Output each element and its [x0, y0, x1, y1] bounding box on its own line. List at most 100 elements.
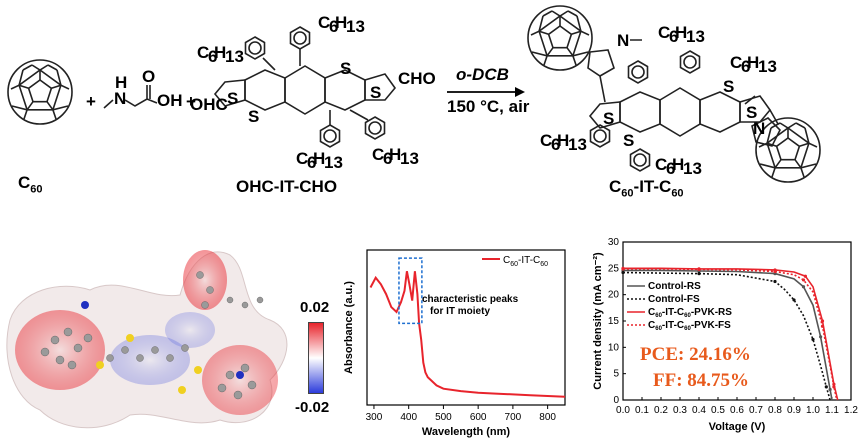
svg-text:13: 13	[346, 17, 365, 36]
jv-x-tick-label: 0.4	[692, 405, 706, 416]
jv-y-axis-label: Current density (mA cm⁻²)	[592, 252, 604, 390]
reaction-arrow-head	[515, 87, 525, 97]
jv-x-tick-label: 0.3	[673, 405, 687, 416]
jv-legend-label: Control-FS	[648, 294, 700, 305]
svg-text:13: 13	[400, 149, 419, 168]
jv-series-point-1	[697, 272, 701, 276]
svg-text:N: N	[114, 89, 126, 108]
svg-text:C: C	[372, 145, 384, 164]
abs-x-tick-label: 300	[366, 412, 383, 423]
svg-text:13: 13	[683, 159, 702, 178]
svg-text:S: S	[248, 107, 259, 126]
jv-series-point-1	[811, 337, 815, 342]
jv-x-tick-label: 0.1	[635, 405, 649, 416]
label-c60: C60	[18, 173, 43, 196]
svg-text:N: N	[753, 119, 765, 138]
jv-series-point-2	[803, 274, 807, 278]
abs-x-tick-label: 500	[435, 412, 452, 423]
jv-series-point-1	[792, 298, 796, 302]
abs-plot-frame	[366, 249, 566, 406]
svg-text:S: S	[746, 103, 757, 122]
svg-text:O: O	[142, 67, 155, 86]
svg-text:CHO: CHO	[398, 69, 436, 88]
jv-legend-label: C60-IT-C60-PVK-FS	[648, 320, 731, 332]
svg-text:C: C	[658, 23, 670, 42]
jv-series-point-0	[819, 335, 823, 339]
svg-text:OHC: OHC	[190, 95, 228, 114]
abs-x-axis-label: Wavelength (nm)	[422, 426, 511, 438]
jv-x-tick-label: 1.2	[844, 405, 858, 416]
svg-text:H: H	[747, 53, 759, 72]
jv-x-tick-label: 0.2	[654, 405, 668, 416]
abs-x-tick-label: 700	[505, 412, 522, 423]
svg-text:6: 6	[307, 153, 316, 172]
jv-x-tick-label: 1.0	[806, 405, 820, 416]
plus-sign-1: +	[86, 92, 96, 111]
svg-text:6: 6	[666, 159, 675, 178]
abs-series-line	[369, 271, 566, 398]
svg-text:S: S	[227, 89, 238, 108]
jv-x-axis-label: Voltage (V)	[709, 421, 766, 433]
jv-y-tick-label: 10	[608, 342, 620, 353]
abs-annotation-line2: for IT moiety	[430, 306, 490, 317]
svg-text:C: C	[730, 53, 742, 72]
svg-text:C: C	[296, 149, 308, 168]
reagent-label: o-DCB	[456, 65, 509, 84]
jv-x-tick-label: 0.6	[730, 405, 744, 416]
abs-legend-label: C60-IT-C60	[503, 255, 548, 268]
svg-text:13: 13	[568, 135, 587, 154]
svg-text:13: 13	[225, 47, 244, 66]
jv-series-point-1	[621, 270, 625, 275]
esp-scale-min: -0.02	[295, 399, 330, 416]
jv-series-point-1	[824, 385, 828, 389]
esp-color-scale	[308, 322, 324, 394]
jv-series-point-1	[773, 279, 777, 284]
svg-text:C: C	[197, 43, 209, 62]
svg-text:6: 6	[741, 57, 750, 76]
conditions-label: 150 °C, air	[447, 97, 530, 116]
jv-series-line-3	[623, 268, 838, 401]
jv-chart: 0.0 0.1 0.2 0.3 0.4 0.5 0.6 0.7 0.8 0.9 1.0 1.1 1.2 0…	[592, 237, 858, 433]
abs-peak-box	[398, 257, 423, 325]
svg-text:H: H	[115, 73, 127, 92]
svg-text:S: S	[603, 109, 614, 128]
jv-series-point-3	[801, 278, 806, 282]
svg-text:6: 6	[551, 135, 560, 154]
svg-text:C: C	[655, 155, 667, 174]
plus-sign-2: +	[186, 92, 196, 111]
abs-x-tick-label: 600	[470, 412, 487, 423]
esp-map-render	[6, 250, 288, 429]
jv-y-tick-label: 30	[608, 237, 620, 248]
jv-series-point-3	[773, 269, 777, 274]
svg-text:S: S	[723, 77, 734, 96]
c60-it-c60-structure: S S S S N N	[527, 5, 821, 183]
svg-text:S: S	[623, 131, 634, 150]
svg-text:13: 13	[324, 153, 343, 172]
jv-series-point-0	[801, 285, 806, 289]
abs-annotation-line1: characteristic peaks	[422, 294, 519, 305]
jv-series-point-3	[621, 267, 625, 271]
jv-legend-label: C60-IT-C60-PVK-RS	[648, 307, 732, 319]
jv-series-point-3	[820, 324, 825, 328]
jv-series-point-0	[828, 387, 832, 392]
jv-x-tick-label: 0.8	[768, 405, 782, 416]
abs-x-tick-label: 400	[400, 412, 417, 423]
jv-pce-label: PCE: 24.16%	[640, 344, 751, 365]
jv-y-tick-label: 0	[613, 395, 619, 406]
svg-text:H: H	[335, 13, 347, 32]
jv-x-tick-label: 0.0	[616, 405, 630, 416]
jv-x-tick-label: 0.9	[787, 405, 801, 416]
jv-y-tick-label: 20	[608, 290, 620, 301]
label-c60-it-c60: C60-IT-C60	[609, 177, 684, 200]
svg-text:H: H	[675, 23, 687, 42]
jv-ff-label: FF: 84.75%	[653, 370, 749, 391]
svg-text:6: 6	[669, 27, 678, 46]
jv-series-point-3	[832, 385, 836, 389]
jv-series-line-1	[622, 271, 831, 401]
jv-y-tick-label: 25	[608, 263, 620, 274]
jv-y-tick-label: 5	[613, 369, 619, 380]
jv-x-tick-label: 1.1	[825, 405, 839, 416]
ohc-it-cho-structure: S S S S OHC CHO	[190, 26, 436, 148]
svg-text:6: 6	[383, 149, 392, 168]
